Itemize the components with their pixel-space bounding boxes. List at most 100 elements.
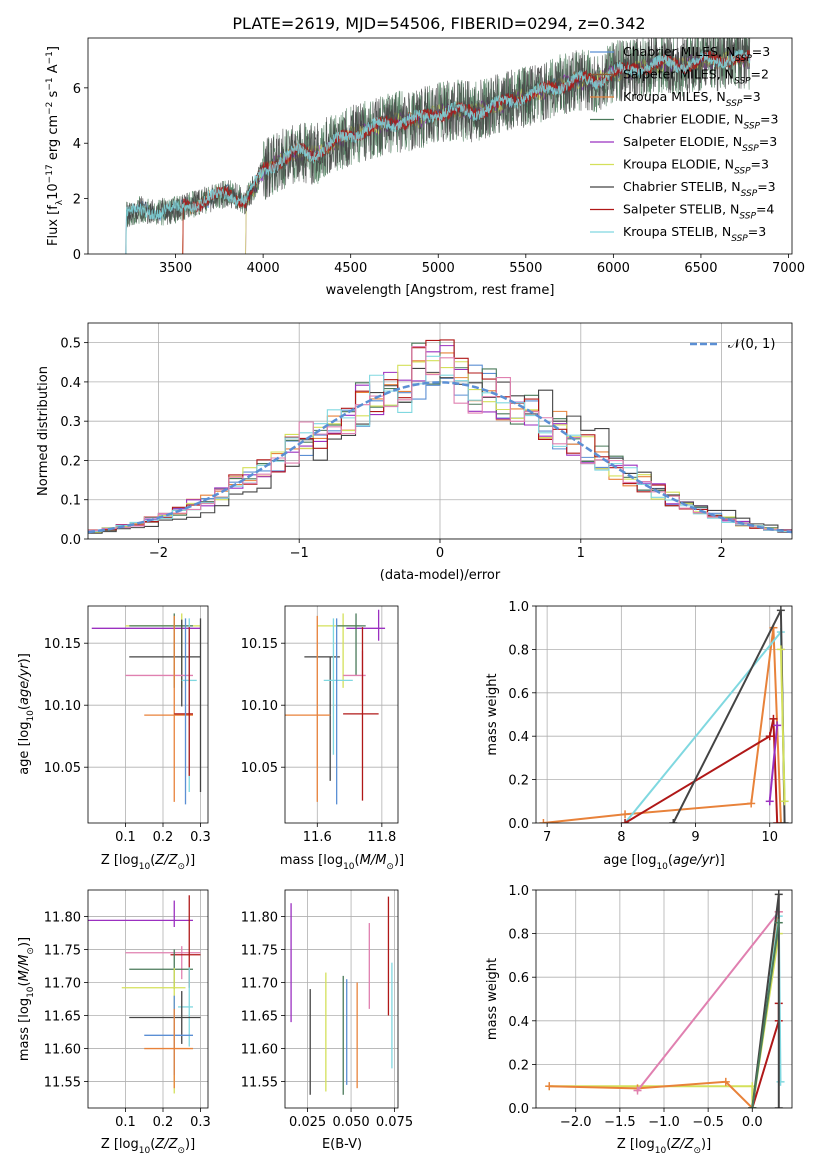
y-tick-label: 0.2 xyxy=(508,1058,529,1073)
x-tick-label: 0.0 xyxy=(742,1115,763,1130)
x-tick-label: 10 xyxy=(761,830,778,845)
histogram-series xyxy=(88,345,792,532)
legend-entry: Chabrier ELODIE, NSSP=3 xyxy=(623,112,778,132)
y-tick-label: 0.2 xyxy=(508,774,529,789)
spectrum-line xyxy=(125,38,751,254)
x-tick-label: 0.2 xyxy=(153,830,174,845)
x-tick-label: 8 xyxy=(617,830,625,845)
x-tick-label: 0.025 xyxy=(289,1115,326,1130)
y-tick-label: 0.3 xyxy=(60,415,81,430)
x-axis-label: age [log10(age/yr)] xyxy=(603,853,725,872)
legend-entry: Salpeter MILES, NSSP=2 xyxy=(623,67,769,87)
y-tick-label: 0.4 xyxy=(508,730,529,745)
x-axis-label: mass [log10(M/M⊙)] xyxy=(280,853,404,872)
spectrum-axes: 3500 4000 4500 5000 5500 6000 6500 7000 0 2 4 6 xyxy=(73,37,805,276)
x-tick-label: 0.3 xyxy=(190,1115,211,1130)
y-tick-label: 10.15 xyxy=(44,637,81,652)
y-tick-label: 0.5 xyxy=(60,337,81,352)
y-tick-label: 0.6 xyxy=(508,971,529,986)
axes-frame xyxy=(87,889,209,1109)
y-tick-label: 11.55 xyxy=(44,1076,81,1091)
y-tick-label: 10.10 xyxy=(44,699,81,714)
axes-frame xyxy=(284,889,399,1109)
y-tick-label: 10.15 xyxy=(241,637,278,652)
y-tick-label: 0.4 xyxy=(60,376,81,391)
Z-weight-plot-area xyxy=(536,890,792,1108)
mass-age-axes: 11.6 11.8 10.05 10.10 10.15 xyxy=(241,605,399,845)
spectrum-legend: Chabrier MILES, NSSP=3 Salpeter MILES, NS… xyxy=(590,44,778,244)
x-tick-label: 5000 xyxy=(422,261,455,276)
weight-series xyxy=(768,725,779,802)
Z-mass-plot-area xyxy=(88,890,208,1108)
y-tick-label: 11.70 xyxy=(241,976,278,991)
y-tick-label: 10.05 xyxy=(44,761,81,776)
y-tick-label: 0.0 xyxy=(508,1102,529,1117)
y-axis-label: Normed distribution xyxy=(36,366,51,496)
residuals-plot-area xyxy=(88,323,792,539)
x-tick-label: −1.5 xyxy=(604,1115,636,1130)
y-tick-label: 10.05 xyxy=(241,761,278,776)
weight-series xyxy=(624,718,779,823)
y-tick-label: 11.65 xyxy=(44,1010,81,1025)
y-axis-label: Flux [fλ10−17 erg cm−2 s−1 A−1] xyxy=(45,46,65,246)
gaussian-curve xyxy=(88,381,792,534)
weight-series xyxy=(672,609,786,823)
y-tick-label: 11.60 xyxy=(44,1043,81,1058)
y-tick-label: 11.80 xyxy=(241,910,278,925)
axes-frame xyxy=(87,605,209,824)
histogram-series xyxy=(88,345,792,533)
legend-entry: 𝒩(0, 1) xyxy=(728,337,775,352)
y-axis-label: mass weight xyxy=(485,673,500,755)
Z-age-axes: 0.1 0.2 0.3 10.05 10.10 10.15 xyxy=(44,605,211,845)
legend-entry: Kroupa ELODIE, NSSP=3 xyxy=(623,157,769,177)
x-tick-label: 2 xyxy=(717,546,725,561)
y-tick-label: 0.4 xyxy=(508,1015,529,1030)
Z-mass-axes: 0.1 0.2 0.3 11.55 11.60 11.65 11.70 11.75 11.80 xyxy=(44,889,211,1130)
spectrum-plot-area xyxy=(125,38,751,254)
age-weight-axes: 7 8 9 10 0.0 0.2 0.4 0.6 0.8 1.0 xyxy=(508,600,793,845)
y-tick-label: 0.1 xyxy=(60,494,81,509)
y-tick-label: 0.8 xyxy=(508,643,529,658)
x-tick-label: 0.1 xyxy=(115,1115,136,1130)
y-tick-label: 0 xyxy=(73,248,81,263)
weight-series xyxy=(636,911,780,1092)
y-tick-label: 11.65 xyxy=(241,1010,278,1025)
Z-weight-axes: −2.0 −1.5 −1.0 −0.5 0.0 0.0 0.2 0.4 0.6 0.8 1.0 xyxy=(508,884,793,1130)
y-tick-label: 0.0 xyxy=(60,533,81,548)
x-tick-label: 4500 xyxy=(334,261,367,276)
weight-series xyxy=(779,649,786,802)
y-tick-label: 11.55 xyxy=(241,1076,278,1091)
x-tick-label: 6500 xyxy=(684,261,717,276)
x-tick-label: 7 xyxy=(543,830,551,845)
x-tick-label: 0.075 xyxy=(376,1115,413,1130)
ebv-mass-axes: 0.025 0.050 0.075 11.55 11.60 11.65 11.70 11.75… xyxy=(241,889,413,1130)
x-axis-label: Z [log10(Z/Z⊙)] xyxy=(101,853,195,872)
axes-frame xyxy=(284,605,399,824)
y-tick-label: 0.6 xyxy=(508,687,529,702)
legend-entry: Salpeter ELODIE, NSSP=3 xyxy=(623,134,777,154)
axes-frame xyxy=(535,605,793,824)
x-tick-label: 4000 xyxy=(247,261,280,276)
x-axis-label: E(B-V) xyxy=(322,1137,362,1152)
legend-entry: Chabrier STELIB, NSSP=3 xyxy=(623,179,776,199)
x-tick-label: 0.1 xyxy=(115,830,136,845)
axes-frame xyxy=(87,37,793,255)
x-tick-label: 11.8 xyxy=(367,830,396,845)
x-tick-label: 0 xyxy=(436,546,444,561)
x-tick-label: −1.0 xyxy=(648,1115,680,1130)
axes-frame xyxy=(87,322,793,540)
y-tick-label: 10.10 xyxy=(241,699,278,714)
x-axis-label: wavelength [Angstrom, rest frame] xyxy=(326,283,555,298)
x-axis-label: Z [log10(Z/Z⊙)] xyxy=(617,1137,711,1156)
y-tick-label: 11.75 xyxy=(44,943,81,958)
y-tick-label: 11.80 xyxy=(44,910,81,925)
x-tick-label: 11.6 xyxy=(303,830,332,845)
x-tick-label: 1 xyxy=(577,546,585,561)
figure-title: PLATE=2619, MJD=54506, FIBERID=0294, z=0… xyxy=(232,14,645,33)
y-tick-label: 2 xyxy=(73,193,81,208)
spectrum-line xyxy=(125,49,751,254)
x-axis-label: Z [log10(Z/Z⊙)] xyxy=(101,1137,195,1156)
ebv-mass-plot-area xyxy=(285,890,398,1108)
legend-entry: Chabrier MILES, NSSP=3 xyxy=(623,44,770,64)
